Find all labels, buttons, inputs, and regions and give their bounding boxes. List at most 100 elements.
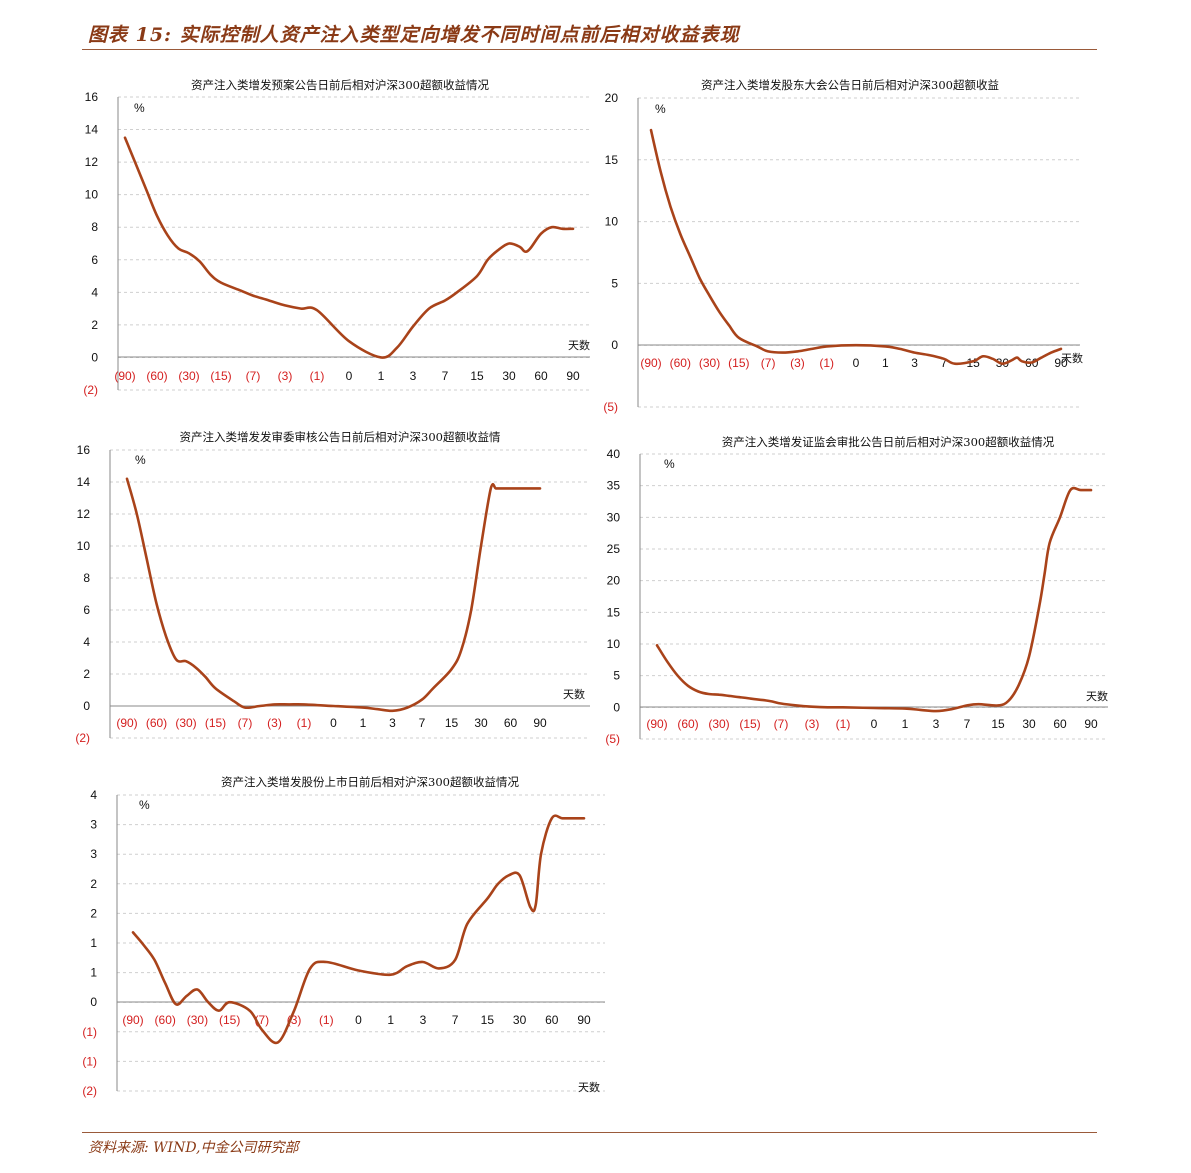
y-tick-label: 10 <box>605 215 619 229</box>
x-tick-label: (7) <box>246 369 261 383</box>
y-unit-label: % <box>135 453 146 467</box>
x-tick-label: 15 <box>481 1013 495 1027</box>
x-unit-label: 天数 <box>1086 690 1108 703</box>
source-note: 资料来源: WIND,中金公司研究部 <box>88 1140 299 1156</box>
y-tick-label: 8 <box>91 220 98 234</box>
x-tick-label: (90) <box>640 356 661 370</box>
x-tick-label: 3 <box>389 716 396 730</box>
x-tick-label: 0 <box>871 717 878 731</box>
x-tick-label: (15) <box>210 369 231 383</box>
x-tick-label: 30 <box>513 1013 527 1027</box>
x-unit-label: 天数 <box>563 688 585 701</box>
x-tick-label: 90 <box>533 716 547 730</box>
chart-review-committee: 资产注入类增发发审委审核公告日前后相对沪深300超额收益情16141210864… <box>75 430 590 745</box>
y-tick-label: 16 <box>77 443 91 457</box>
y-tick-label: 10 <box>85 188 99 202</box>
x-tick-label: 0 <box>330 716 337 730</box>
y-tick-label: 25 <box>607 542 621 556</box>
x-tick-label: (90) <box>646 717 667 731</box>
x-tick-label: 3 <box>933 717 940 731</box>
x-tick-label: (1) <box>819 356 834 370</box>
x-tick-label: 3 <box>420 1013 427 1027</box>
x-tick-label: (60) <box>146 369 167 383</box>
y-tick-label: 12 <box>77 507 91 521</box>
x-tick-label: (1) <box>319 1013 334 1027</box>
x-tick-label: 90 <box>566 369 580 383</box>
y-tick-label: 3 <box>90 818 97 832</box>
x-tick-label: (7) <box>761 356 776 370</box>
x-tick-label: (15) <box>219 1013 240 1027</box>
y-tick-label: 35 <box>607 479 621 493</box>
y-tick-label: (5) <box>605 732 620 746</box>
y-tick-label: 0 <box>90 995 97 1009</box>
x-unit-label: 天数 <box>1061 352 1083 365</box>
x-tick-label: 7 <box>964 717 971 731</box>
y-unit-label: % <box>664 457 675 471</box>
y-tick-label: (1) <box>82 1054 97 1068</box>
x-tick-label: (3) <box>790 356 805 370</box>
y-tick-label: 12 <box>85 155 99 169</box>
x-tick-label: 60 <box>534 369 548 383</box>
x-tick-label: (60) <box>155 1013 176 1027</box>
y-unit-label: % <box>655 102 666 116</box>
excess-return-line <box>131 814 586 1045</box>
y-tick-label: 2 <box>90 906 97 920</box>
y-tick-label: 14 <box>85 123 99 137</box>
y-tick-label: 10 <box>77 539 91 553</box>
excess-return-line <box>123 136 575 359</box>
y-tick-label: 30 <box>607 510 621 524</box>
x-tick-label: 30 <box>1022 717 1036 731</box>
x-tick-label: (1) <box>297 716 312 730</box>
x-tick-label: (7) <box>238 716 253 730</box>
x-tick-label: 15 <box>991 717 1005 731</box>
x-tick-label: 0 <box>346 369 353 383</box>
y-tick-label: 14 <box>77 475 91 489</box>
y-tick-label: 1 <box>90 936 97 950</box>
x-tick-label: (15) <box>728 356 749 370</box>
y-tick-label: 5 <box>611 276 618 290</box>
x-tick-label: 60 <box>1053 717 1067 731</box>
x-tick-label: (30) <box>178 369 199 383</box>
y-tick-label: 6 <box>83 603 90 617</box>
x-tick-label: 30 <box>474 716 488 730</box>
y-tick-label: 20 <box>605 91 619 105</box>
x-tick-label: 90 <box>577 1013 591 1027</box>
y-tick-label: 1 <box>90 966 97 980</box>
excess-return-line <box>649 128 1063 366</box>
excess-return-line <box>125 477 542 713</box>
chart-share-listing: 资产注入类增发股份上市日前后相对沪深300超额收益情况 4 3 3 2 2 1 1 0 (1) (1… <box>82 775 605 1098</box>
x-tick-label: (60) <box>670 356 691 370</box>
x-tick-label: (30) <box>187 1013 208 1027</box>
y-tick-label: (2) <box>83 383 98 397</box>
x-tick-label: (7) <box>774 717 789 731</box>
x-tick-label: 7 <box>442 369 449 383</box>
excess-return-line <box>655 486 1093 713</box>
y-tick-label: 0 <box>613 700 620 714</box>
x-tick-label: (3) <box>278 369 293 383</box>
chart-title: 资产注入类增发股东大会公告日前后相对沪深300超额收益 <box>701 78 999 92</box>
x-tick-label: (60) <box>677 717 698 731</box>
y-tick-label: 4 <box>91 285 98 299</box>
x-tick-label: 60 <box>545 1013 559 1027</box>
x-tick-label: (30) <box>175 716 196 730</box>
x-tick-label: 3 <box>911 356 918 370</box>
x-tick-label: (30) <box>699 356 720 370</box>
y-tick-label: 2 <box>90 877 97 891</box>
x-tick-label: 30 <box>502 369 516 383</box>
y-unit-label: % <box>134 101 145 115</box>
x-tick-label: 15 <box>445 716 459 730</box>
chart-preannouncement: 资产注入类增发预案公告日前后相对沪深300超额收益情况1614121086420… <box>83 78 590 397</box>
x-tick-label: 15 <box>470 369 484 383</box>
x-tick-label: 90 <box>1084 717 1098 731</box>
y-tick-label: (2) <box>75 731 90 745</box>
y-tick-label: 5 <box>613 669 620 683</box>
chart-shareholder-meeting: 资产注入类增发股东大会公告日前后相对沪深300超额收益20151050(5)%天… <box>603 78 1083 414</box>
figure-title: 图表 15: 实际控制人资产注入类型定向增发不同时间点前后相对收益表现 <box>88 24 740 46</box>
x-tick-label: (1) <box>836 717 851 731</box>
x-tick-label: 1 <box>360 716 367 730</box>
y-tick-label: 3 <box>90 847 97 861</box>
x-tick-label: (3) <box>267 716 282 730</box>
x-tick-label: (90) <box>116 716 137 730</box>
chart-title: 资产注入类增发发审委审核公告日前后相对沪深300超额收益情 <box>180 430 501 444</box>
y-tick-label: 15 <box>607 605 621 619</box>
